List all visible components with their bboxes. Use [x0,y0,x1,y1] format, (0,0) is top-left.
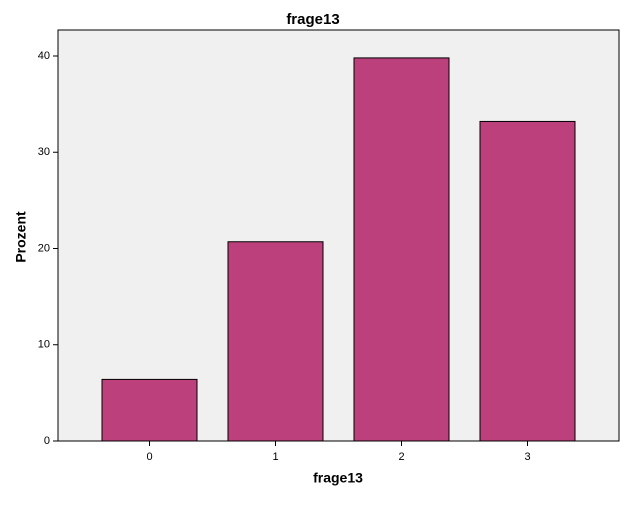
x-tick-label: 3 [524,451,530,463]
y-tick-label: 30 [38,146,50,158]
y-tick-label: 0 [44,435,50,447]
bar [353,57,450,442]
y-tick-label: 20 [38,242,50,254]
bar [227,241,324,442]
y-axis-label: Prozent [13,211,29,263]
y-tick-label: 10 [38,339,50,351]
x-tick-label: 2 [398,451,404,463]
chart-title: frage13 [286,11,339,28]
y-tick-label: 40 [38,50,50,62]
x-axis-label: frage13 [313,470,363,486]
x-tick-label: 1 [272,451,278,463]
bar [479,120,576,442]
x-tick-label: 0 [146,451,152,463]
bar [101,378,198,442]
